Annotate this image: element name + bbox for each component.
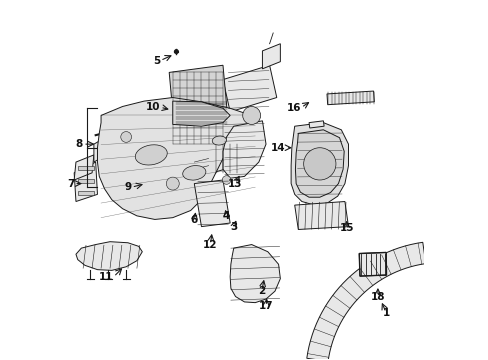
Text: 5: 5 [153,55,160,66]
Text: 9: 9 [124,182,131,192]
Text: 17: 17 [258,301,273,311]
Ellipse shape [212,136,226,145]
Polygon shape [306,242,425,360]
Polygon shape [74,155,94,180]
Polygon shape [223,121,265,178]
Circle shape [174,49,178,54]
Polygon shape [290,123,348,205]
Circle shape [166,177,179,190]
Text: 14: 14 [270,143,285,153]
Text: 2: 2 [258,286,265,296]
Polygon shape [74,162,97,202]
Text: 7: 7 [67,179,74,189]
Bar [78,179,94,183]
Polygon shape [295,130,344,197]
Polygon shape [212,140,241,173]
Polygon shape [359,252,386,276]
Text: 11: 11 [99,272,113,282]
Polygon shape [194,180,230,226]
Polygon shape [76,242,142,270]
Text: 15: 15 [339,224,353,233]
Polygon shape [262,44,280,69]
Circle shape [222,176,230,184]
Text: 6: 6 [190,215,198,225]
Text: 1: 1 [382,308,389,318]
Polygon shape [172,101,230,126]
Polygon shape [230,244,280,303]
Ellipse shape [183,166,205,180]
Polygon shape [294,202,348,229]
Text: 13: 13 [228,179,242,189]
Text: 18: 18 [370,292,385,302]
Text: 12: 12 [203,239,217,249]
Text: 8: 8 [76,139,83,149]
Circle shape [303,148,335,180]
Polygon shape [187,148,212,180]
Text: 10: 10 [145,102,160,112]
Polygon shape [169,65,230,151]
Bar [78,191,94,195]
Circle shape [242,107,260,125]
Polygon shape [326,91,373,105]
Ellipse shape [135,145,167,165]
Polygon shape [94,137,106,162]
Circle shape [121,132,131,142]
Polygon shape [97,98,255,220]
Text: 16: 16 [286,103,301,113]
Polygon shape [308,121,324,128]
Text: 3: 3 [230,222,237,231]
Polygon shape [223,65,276,112]
Polygon shape [121,123,135,144]
Bar [78,166,94,170]
Text: 4: 4 [223,211,230,221]
